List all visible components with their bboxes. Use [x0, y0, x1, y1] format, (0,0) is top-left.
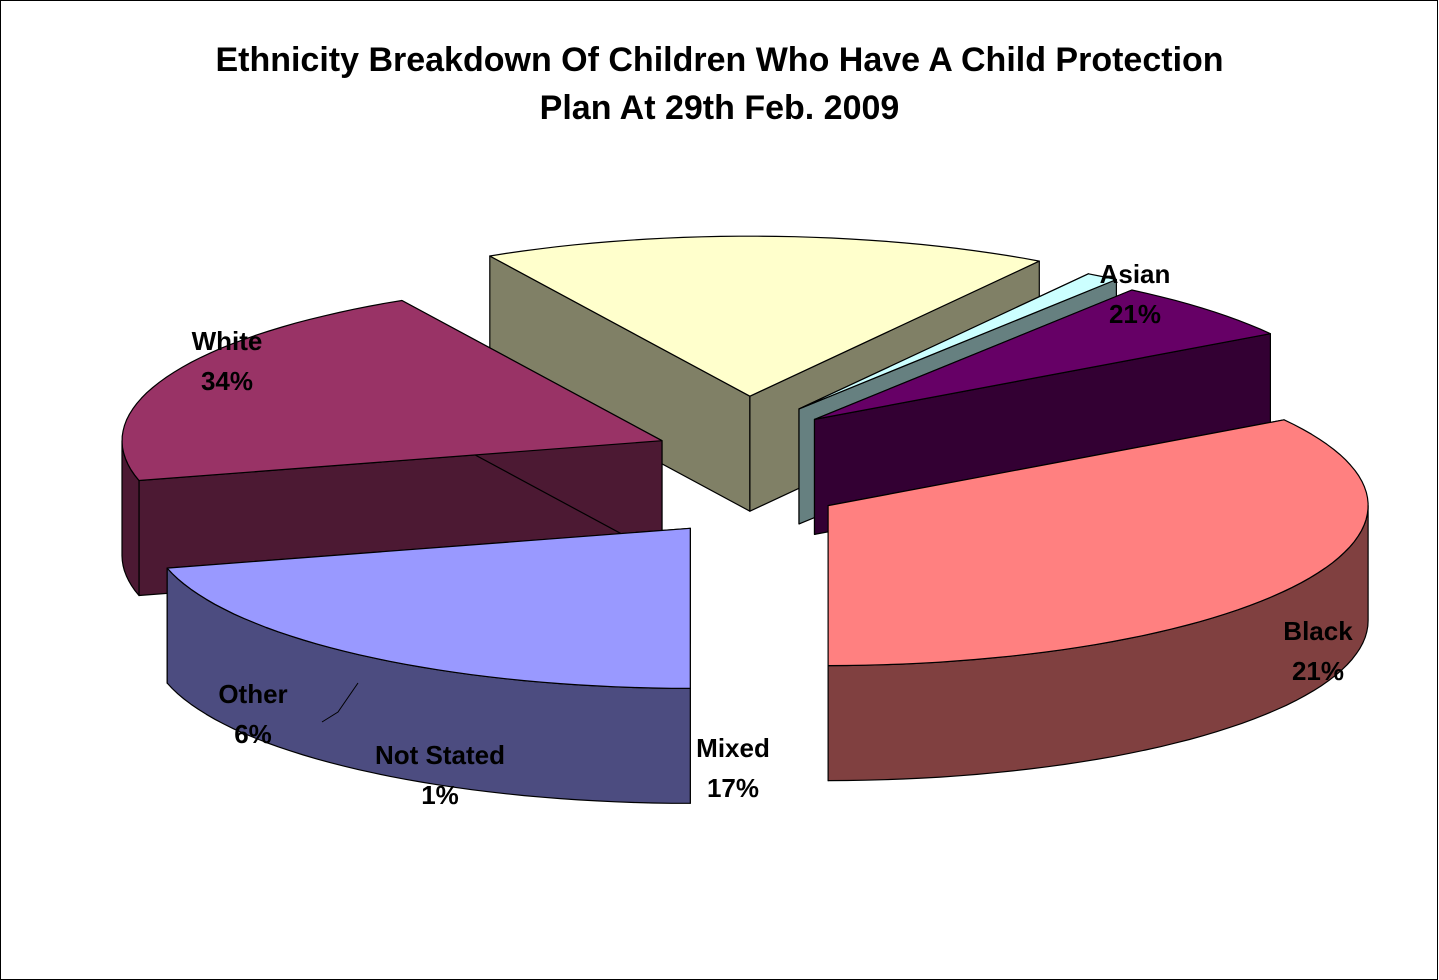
pie-slices	[121, 235, 1369, 804]
chart-title-line-2: Plan At 29th Feb. 2009	[539, 89, 900, 127]
slice-label-category: Asian	[1100, 259, 1171, 289]
slice-label-percent: 21%	[1109, 299, 1161, 329]
slice-label-percent: 21%	[1292, 656, 1344, 686]
pie-slice-black	[121, 299, 663, 597]
slice-label-percent: 17%	[707, 773, 759, 803]
slice-label-percent: 6%	[234, 719, 272, 749]
slice-top	[121, 299, 663, 482]
slice-top	[489, 235, 1040, 397]
slice-label-category: Other	[218, 679, 287, 709]
pie-slice-white	[827, 419, 1369, 782]
pie-slice-other	[813, 289, 1272, 536]
slice-label-percent: 34%	[201, 366, 253, 396]
chart-title-line-1: Ethnicity Breakdown Of Children Who Have…	[215, 41, 1224, 79]
slice-top	[813, 289, 1272, 420]
slice-top	[827, 419, 1369, 667]
slice-label-percent: 1%	[421, 780, 459, 810]
slice-label-category: Not Stated	[375, 740, 505, 770]
slice-label-category: Black	[1283, 616, 1353, 646]
slice-top	[798, 273, 1118, 410]
slice-top	[166, 527, 691, 689]
slice-labels: Asian 21% Black 21% Mixed 17% Not Stated 1% Othe…	[192, 259, 1354, 810]
slice-label-category: Mixed	[696, 733, 770, 763]
slice-label-category: White	[192, 326, 263, 356]
leader-line	[321, 682, 359, 723]
pie-slice-asian	[166, 527, 691, 804]
